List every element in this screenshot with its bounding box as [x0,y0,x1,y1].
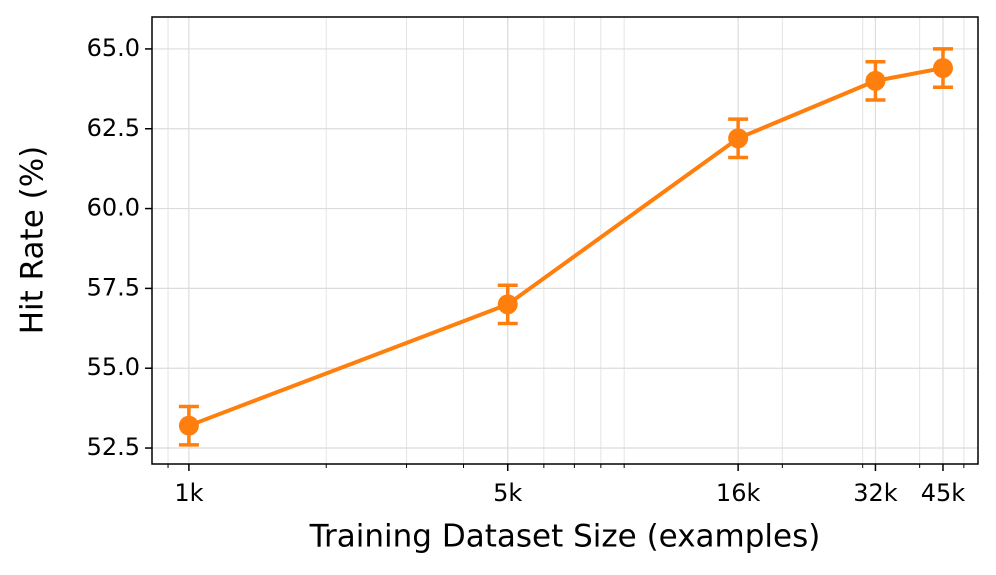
x-tick-label: 1k [174,479,203,507]
y-tick-label: 52.5 [87,433,140,461]
point [178,415,199,436]
y-axis-label: Hit Rate (%) [15,146,51,335]
x-axis-label: Training Dataset Size (examples) [309,519,821,555]
y-tick-label: 55.0 [87,353,140,381]
y-tick-label: 57.5 [87,273,140,301]
point [932,58,953,79]
y-tick-label: 60.0 [87,194,140,222]
plot-frame [151,16,979,465]
line [188,66,944,428]
y-tick-label: 62.5 [87,114,140,142]
point [865,70,886,91]
x-tick-label: 32k [853,479,898,507]
x-tick-label: 5k [493,479,522,507]
x-tick-label: 16k [716,479,761,507]
point [497,294,518,315]
x-tick-label: 45k [921,479,966,507]
y-tick-label: 65.0 [87,34,140,62]
point [728,128,749,149]
